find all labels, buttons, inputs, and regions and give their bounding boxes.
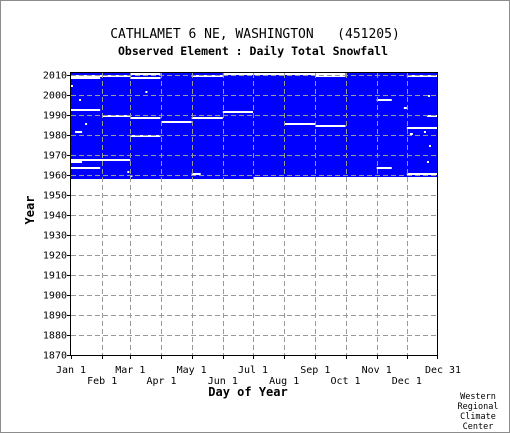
missing-segment-1988-16	[191, 117, 223, 119]
y-tick-label-2010: 2010	[43, 71, 67, 82]
missing-segment-1991-17	[222, 111, 253, 113]
missing-segment-2008-4	[71, 77, 101, 79]
y-tick-label-1930: 1930	[43, 231, 67, 242]
missing-segment-1992-12	[71, 109, 101, 111]
chart-title: CATHLAMET 6 NE, WASHINGTON (451205)	[110, 27, 400, 42]
y-tick-label-1880: 1880	[43, 331, 67, 342]
x-axis-label: Day of Year	[208, 385, 287, 399]
missing-segment-2009-3	[406, 75, 437, 77]
x-tick-label-dec-31: Dec 31	[425, 365, 461, 376]
credit-line-1: Western	[460, 392, 496, 402]
missing-segment-1983-20	[406, 127, 437, 129]
y-tick-label-1870: 1870	[43, 351, 67, 362]
missing-segment-1997-11	[376, 99, 392, 101]
missing-segment-1985-21	[85, 123, 88, 125]
y-tick-label-1950: 1950	[43, 191, 67, 202]
x-tick-label-aug-1: Aug 1	[269, 376, 299, 387]
missing-segment-1966-32	[426, 161, 429, 163]
y-tick-label-1890: 1890	[43, 311, 67, 322]
grid-layer	[67, 73, 438, 359]
x-tick-label-jul-1: Jul 1	[238, 365, 268, 376]
missing-segment-1993-36	[403, 107, 407, 109]
x-tick-label-sep-1: Sep 1	[300, 365, 330, 376]
y-tick-label-2000: 2000	[43, 91, 67, 102]
plot-area-border	[70, 72, 438, 356]
x-tick-label-jan-1: Jan 1	[56, 365, 86, 376]
credit-line-4: Center	[463, 422, 494, 432]
missing-segment-1985-18	[284, 123, 316, 125]
missing-segment-1989-13	[102, 115, 131, 117]
missing-segment-1958-39	[252, 177, 437, 179]
x-tick-label-mar-1: Mar 1	[115, 365, 145, 376]
x-tick-label-nov-1: Nov 1	[362, 365, 392, 376]
missing-segment-2004-8	[71, 85, 74, 87]
missing-segment-1980-35	[409, 133, 413, 135]
missing-segment-1967-24	[71, 159, 131, 161]
missing-segment-1961-27	[127, 171, 130, 173]
x-tick-label-oct-1: Oct 1	[330, 376, 360, 387]
missing-segment-1960-31	[406, 173, 437, 175]
missing-segment-2001-9	[145, 91, 148, 93]
missing-segment-2010-6	[130, 73, 161, 75]
x-tick-label-jun-1: Jun 1	[208, 376, 238, 387]
x-tick-label-may-1: May 1	[177, 365, 207, 376]
y-tick-label-1990: 1990	[43, 111, 67, 122]
chart-subtitle: Observed Element : Daily Total Snowfall	[118, 44, 388, 58]
missing-segment-1984-19	[315, 125, 346, 127]
missing-segment-1988-14	[130, 117, 161, 119]
missing-segment-2008-5	[130, 77, 161, 79]
missing-segment-2009-0	[71, 75, 131, 77]
y-tick-label-1900: 1900	[43, 291, 67, 302]
y-tick-label-1980: 1980	[43, 131, 67, 142]
missing-segment-1997-10	[79, 99, 82, 101]
missing-segment-1986-15	[161, 121, 192, 123]
y-tick-label-1940: 1940	[43, 211, 67, 222]
missing-segment-1966-25	[71, 161, 83, 163]
missing-segment-1981-22	[75, 131, 83, 133]
y-axis-label: Year	[23, 196, 37, 225]
x-tick-labels: Jan 1 Mar 1 May 1 Jul 1 Sep 1 Nov 1 Dec 31 Feb …	[56, 365, 461, 387]
y-tick-label-1910: 1910	[43, 271, 67, 282]
missing-segment-1963-30	[376, 167, 392, 169]
missing-segment-1981-34	[423, 131, 426, 133]
missing-segment-1999-38	[427, 95, 430, 97]
credit-line-2: Regional	[458, 402, 499, 412]
y-tick-label-1920: 1920	[43, 251, 67, 262]
x-tick-label-dec-1: Dec 1	[392, 376, 422, 387]
x-tick-label-apr-1: Apr 1	[146, 376, 176, 387]
x-tick-label-feb-1: Feb 1	[87, 376, 117, 387]
y-tick-labels: 1870 1880 1890 1900 1910 1920 1930 1940 1950 1960…	[43, 71, 67, 362]
credit-line-3: Climate	[460, 412, 496, 422]
y-tick-label-1970: 1970	[43, 151, 67, 162]
missing-segment-1963-26	[71, 167, 101, 169]
missing-segment-1960-28	[191, 173, 201, 175]
y-tick-label-1960: 1960	[43, 171, 67, 182]
missing-segment-1974-33	[428, 145, 431, 147]
